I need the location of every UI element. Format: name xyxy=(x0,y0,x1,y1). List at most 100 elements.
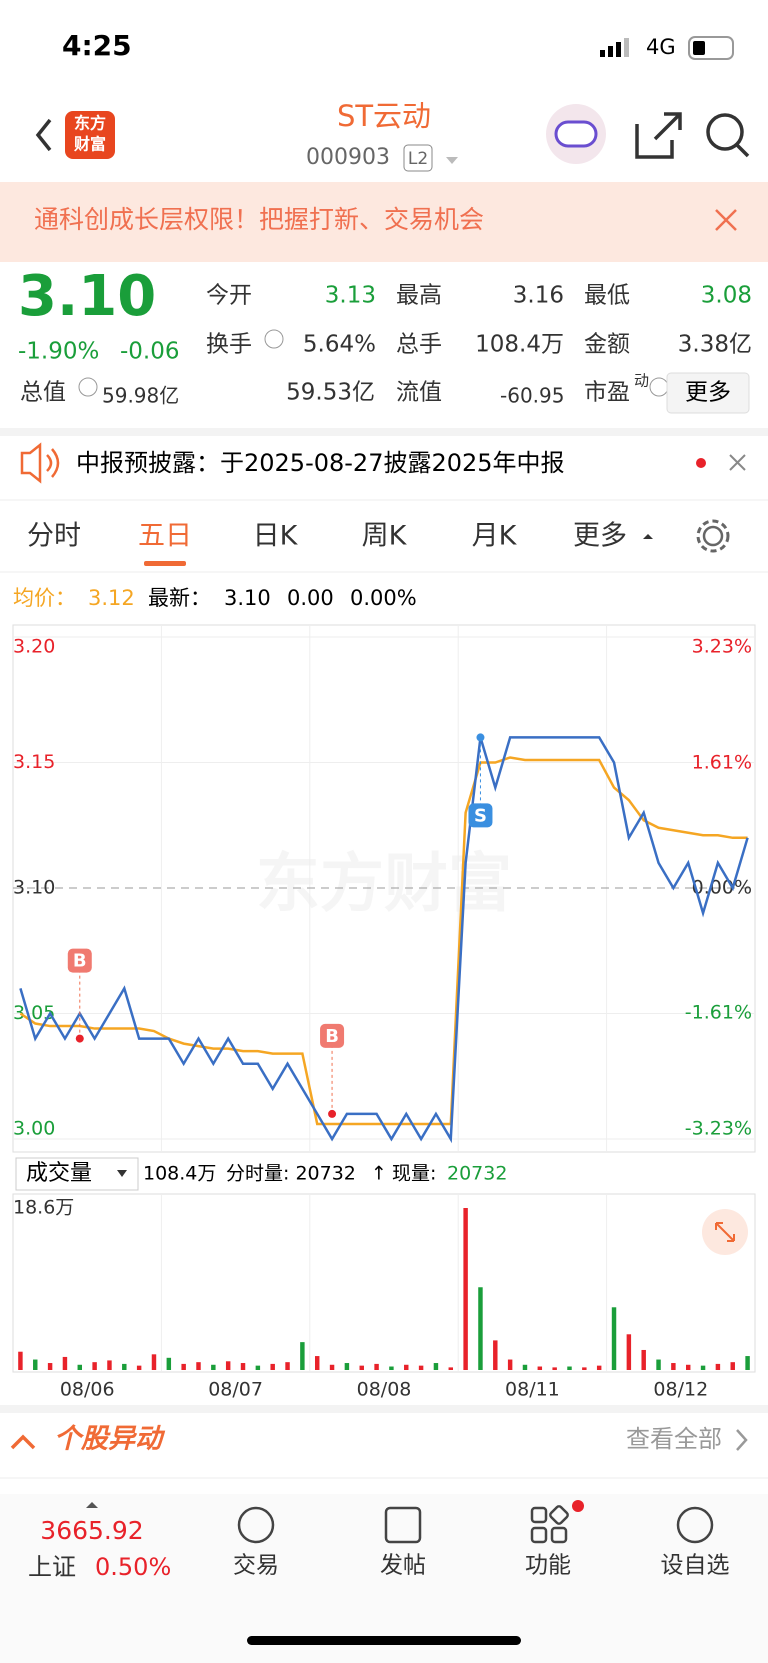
price: 3.10 xyxy=(18,264,156,329)
stock-name: ST云动 xyxy=(337,99,431,133)
search-handle xyxy=(735,143,750,158)
annotation-point xyxy=(476,733,485,742)
tab[interactable]: 月K xyxy=(472,521,518,552)
volume-bar xyxy=(255,1365,261,1370)
volume-now-label: 现量: xyxy=(392,1163,436,1185)
volume-bar xyxy=(196,1362,201,1370)
nav-item[interactable]: 功能 xyxy=(525,1553,571,1579)
x-tick-label: 08/07 xyxy=(208,1379,263,1401)
dot xyxy=(696,458,706,468)
settings[interactable] xyxy=(702,525,724,547)
annotation-badge xyxy=(320,1023,345,1048)
trade-icon xyxy=(237,1506,275,1544)
volume-bar xyxy=(107,1360,112,1370)
section-link[interactable]: 查看全部 xyxy=(626,1425,722,1453)
info-icon xyxy=(264,329,284,349)
signal xyxy=(600,38,629,57)
tab[interactable]: 五日 xyxy=(138,521,192,552)
volume-bar xyxy=(715,1363,721,1370)
volume-bar xyxy=(433,1363,439,1370)
volume-bar xyxy=(552,1367,557,1370)
y-tick-label: 18.6万 xyxy=(13,1197,74,1219)
volume-bar xyxy=(507,1359,513,1370)
avg-value: 3.12 xyxy=(88,586,135,610)
volume-bar xyxy=(596,1365,602,1370)
index-value[interactable]: 3665.92 xyxy=(40,1516,143,1545)
logo xyxy=(65,111,115,159)
volume-bar xyxy=(537,1366,543,1370)
volume-bar xyxy=(136,1365,142,1370)
share[interactable] xyxy=(635,112,682,159)
notice-text[interactable]: 中报预披露：于2025-08-27披露2025年中报 xyxy=(76,449,565,477)
volume-bar xyxy=(522,1364,528,1370)
y-tick-label: 3.20 xyxy=(13,636,55,658)
link-arrow xyxy=(736,1429,748,1451)
tab-underline xyxy=(144,561,186,566)
collapse[interactable] xyxy=(10,1434,36,1450)
search[interactable] xyxy=(706,113,744,151)
volume-bar xyxy=(62,1356,68,1370)
volume-bar xyxy=(374,1363,379,1370)
annotation-text: S xyxy=(474,805,487,826)
volume-bar xyxy=(463,1208,468,1370)
volume-bar xyxy=(270,1363,275,1370)
banner[interactable] xyxy=(0,182,768,262)
field-label: 总值 xyxy=(20,380,66,406)
tab[interactable]: 周K xyxy=(362,521,408,552)
speaker xyxy=(20,442,60,484)
tab[interactable]: 日K xyxy=(253,521,299,552)
more-button[interactable] xyxy=(666,372,750,414)
latest-pct: 0.00% xyxy=(350,586,417,610)
nav-item[interactable]: 设自选 xyxy=(661,1553,730,1579)
volume-bar xyxy=(567,1366,572,1370)
field-label: 市盈 xyxy=(584,380,630,406)
volume-total: 108.4万 xyxy=(143,1163,216,1185)
volume-bar xyxy=(478,1287,483,1370)
badge-text: L2 xyxy=(408,149,428,169)
post-icon xyxy=(384,1506,422,1544)
volume-select[interactable] xyxy=(15,1157,139,1191)
tab[interactable]: 分时 xyxy=(27,521,81,552)
dropdown[interactable] xyxy=(446,157,458,164)
volume-bar xyxy=(285,1362,290,1370)
latest-label: 最新： xyxy=(148,586,211,610)
field-value: -60.95 xyxy=(500,384,564,408)
expand-icon xyxy=(715,1222,735,1242)
volume-bar xyxy=(359,1365,364,1370)
banner-close[interactable] xyxy=(715,209,737,231)
badge xyxy=(403,144,433,172)
volume-bar xyxy=(181,1363,186,1370)
volume-label: 成交量 xyxy=(26,1161,92,1186)
field-label: 总手 xyxy=(396,332,442,358)
volume-bar xyxy=(33,1359,38,1370)
divider xyxy=(0,1405,768,1413)
field-label: 流值 xyxy=(396,380,442,406)
more-text: 更多 xyxy=(685,380,731,406)
stock-code: 000903 xyxy=(306,145,390,170)
volume-bar xyxy=(656,1359,661,1370)
volume-bar xyxy=(404,1364,409,1370)
volume-bar xyxy=(700,1365,706,1370)
y2-tick-label: -1.61% xyxy=(685,1002,752,1024)
volume-bar xyxy=(730,1362,735,1370)
volume-frame xyxy=(12,1193,756,1373)
annotation-text: B xyxy=(73,951,87,972)
volume-bar xyxy=(151,1354,157,1370)
volume-bar xyxy=(314,1356,320,1370)
index-name: 上证 xyxy=(28,1553,76,1581)
annotation-point xyxy=(328,1109,337,1118)
annotation-point xyxy=(75,1034,84,1043)
field-value: 108.4万 xyxy=(475,332,564,358)
volume-bar xyxy=(47,1363,53,1370)
nav-item[interactable]: 发帖 xyxy=(380,1553,426,1579)
notice-close[interactable] xyxy=(729,454,746,471)
volume-bar xyxy=(582,1367,587,1370)
back[interactable] xyxy=(35,118,52,152)
y2-tick-label: -3.23% xyxy=(685,1118,752,1140)
volume-bar xyxy=(344,1363,350,1370)
tab[interactable]: 更多 xyxy=(573,521,627,552)
volume-bar xyxy=(18,1351,23,1370)
field-value: 3.13 xyxy=(325,283,376,309)
nav-item[interactable]: 交易 xyxy=(233,1553,279,1579)
